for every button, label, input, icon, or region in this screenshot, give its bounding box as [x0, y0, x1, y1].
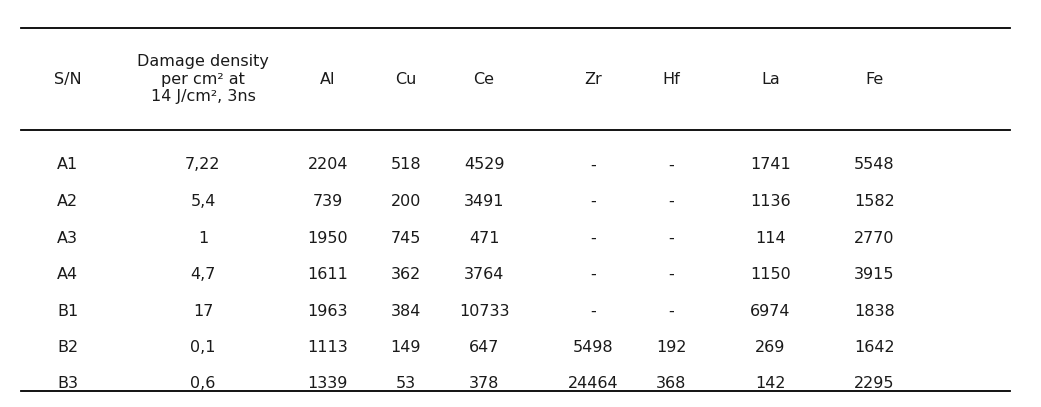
Text: 739: 739 — [312, 194, 344, 209]
Text: 149: 149 — [390, 341, 422, 355]
Text: 4529: 4529 — [464, 158, 504, 172]
Text: 142: 142 — [755, 376, 786, 391]
Text: 2204: 2204 — [308, 158, 348, 172]
Text: 10733: 10733 — [459, 304, 509, 319]
Text: 1741: 1741 — [750, 158, 791, 172]
Text: B3: B3 — [57, 376, 78, 391]
Text: 7,22: 7,22 — [185, 158, 221, 172]
Text: A3: A3 — [57, 231, 78, 245]
Text: -: - — [668, 304, 675, 319]
Text: 1150: 1150 — [750, 267, 791, 282]
Text: 362: 362 — [390, 267, 422, 282]
Text: 2295: 2295 — [855, 376, 894, 391]
Text: 200: 200 — [390, 194, 422, 209]
Text: -: - — [590, 158, 596, 172]
Text: 192: 192 — [656, 341, 687, 355]
Text: Al: Al — [321, 72, 335, 87]
Text: -: - — [668, 231, 675, 245]
Text: 1838: 1838 — [854, 304, 895, 319]
Text: 647: 647 — [468, 341, 500, 355]
Text: 6974: 6974 — [751, 304, 790, 319]
Text: 471: 471 — [468, 231, 500, 245]
Text: 0,1: 0,1 — [191, 341, 215, 355]
Text: A4: A4 — [57, 267, 78, 282]
Text: -: - — [668, 267, 675, 282]
Text: 5498: 5498 — [573, 341, 614, 355]
Text: 4,7: 4,7 — [191, 267, 215, 282]
Text: B1: B1 — [57, 304, 78, 319]
Text: -: - — [590, 304, 596, 319]
Text: 53: 53 — [396, 376, 416, 391]
Text: 1950: 1950 — [307, 231, 349, 245]
Text: 1582: 1582 — [854, 194, 895, 209]
Text: 1113: 1113 — [307, 341, 349, 355]
Text: -: - — [668, 158, 675, 172]
Text: 1963: 1963 — [308, 304, 348, 319]
Text: 368: 368 — [656, 376, 687, 391]
Text: 745: 745 — [390, 231, 422, 245]
Text: Hf: Hf — [662, 72, 681, 87]
Text: 3491: 3491 — [464, 194, 504, 209]
Text: 1611: 1611 — [307, 267, 349, 282]
Text: Zr: Zr — [584, 72, 603, 87]
Text: B2: B2 — [57, 341, 78, 355]
Text: 3764: 3764 — [464, 267, 504, 282]
Text: 3915: 3915 — [855, 267, 894, 282]
Text: Damage density
per cm² at
14 J/cm², 3ns: Damage density per cm² at 14 J/cm², 3ns — [137, 55, 269, 104]
Text: 1136: 1136 — [750, 194, 791, 209]
Text: 17: 17 — [193, 304, 213, 319]
Text: Cu: Cu — [396, 72, 416, 87]
Text: 1339: 1339 — [308, 376, 348, 391]
Text: 384: 384 — [390, 304, 422, 319]
Text: 1642: 1642 — [854, 341, 895, 355]
Text: 1: 1 — [198, 231, 208, 245]
Text: -: - — [590, 231, 596, 245]
Text: 0,6: 0,6 — [191, 376, 215, 391]
Text: -: - — [590, 267, 596, 282]
Text: 2770: 2770 — [855, 231, 894, 245]
Text: 5548: 5548 — [854, 158, 895, 172]
Text: 378: 378 — [468, 376, 500, 391]
Text: La: La — [761, 72, 780, 87]
Text: -: - — [590, 194, 596, 209]
Text: Ce: Ce — [474, 72, 494, 87]
Text: Fe: Fe — [865, 72, 884, 87]
Text: 269: 269 — [755, 341, 786, 355]
Text: S/N: S/N — [54, 72, 81, 87]
Text: 5,4: 5,4 — [191, 194, 215, 209]
Text: 24464: 24464 — [568, 376, 618, 391]
Text: -: - — [668, 194, 675, 209]
Text: A1: A1 — [57, 158, 78, 172]
Text: 114: 114 — [755, 231, 786, 245]
Text: 518: 518 — [390, 158, 422, 172]
Text: A2: A2 — [57, 194, 78, 209]
